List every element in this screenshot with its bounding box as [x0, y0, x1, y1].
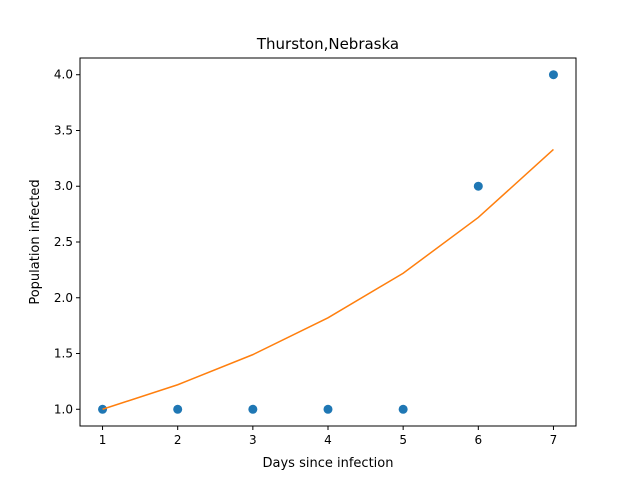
- data-point: [248, 404, 258, 414]
- y-axis-label: Population infected: [28, 179, 43, 304]
- x-tick-label: 5: [399, 433, 407, 447]
- series-layer: [98, 70, 558, 414]
- y-axis: 1.0 1.5 2.0 2.5 3.0 3.5 4.0: [54, 68, 80, 416]
- y-tick-label: 4.0: [54, 68, 73, 82]
- x-tick-label: 6: [474, 433, 482, 447]
- data-point: [398, 404, 408, 414]
- x-tick-label: 3: [249, 433, 257, 447]
- x-tick-label: 2: [174, 433, 182, 447]
- data-point: [173, 404, 183, 414]
- data-point: [323, 404, 333, 414]
- x-tick-label: 7: [550, 433, 558, 447]
- y-tick-label: 1.5: [54, 347, 73, 361]
- x-tick-label: 1: [99, 433, 107, 447]
- data-point: [548, 70, 558, 80]
- chart-title: Thurston,Nebraska: [256, 35, 399, 53]
- y-tick-label: 1.0: [54, 402, 73, 416]
- fit-line: [102, 148, 554, 410]
- y-tick-label: 2.0: [54, 291, 73, 305]
- y-tick-label: 3.0: [54, 179, 73, 193]
- plot-area: [79, 57, 577, 427]
- y-tick-label: 2.5: [54, 235, 73, 249]
- data-point: [473, 181, 483, 191]
- x-axis: 1 2 3 4 5 6 7: [99, 426, 558, 447]
- y-tick-label: 3.5: [54, 123, 73, 137]
- x-tick-label: 4: [324, 433, 332, 447]
- x-axis-label: Days since infection: [263, 456, 394, 471]
